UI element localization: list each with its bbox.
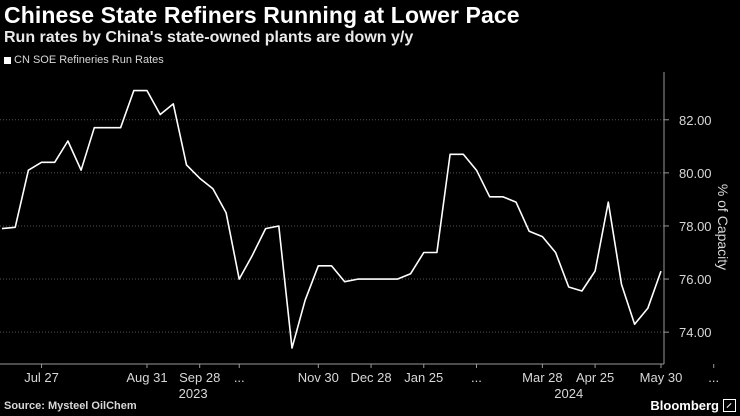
- legend: CN SOE Refineries Run Rates: [4, 54, 164, 66]
- x-tick-label: Nov 30: [298, 370, 339, 385]
- y-tick-label: 74.00: [679, 325, 712, 340]
- year-label: 2024: [554, 386, 583, 401]
- series-line-run-rates: [1, 89, 662, 349]
- y-axis: 74.00 76.00 78.00 80.00 82.00: [663, 72, 712, 364]
- x-tick-label: ...: [234, 370, 245, 385]
- series-group: [1, 89, 662, 349]
- x-tick-label: Jan 25: [404, 370, 443, 385]
- x-tick-label: Apr 25: [576, 370, 614, 385]
- year-label: 2023: [179, 386, 208, 401]
- x-tick-label: Dec 28: [350, 370, 391, 385]
- brand-logo: Bloomberg: [650, 398, 736, 413]
- bloomberg-icon: [723, 399, 736, 412]
- x-tick-label: Mar 28: [522, 370, 562, 385]
- x-tick-label: ...: [708, 370, 719, 385]
- x-tick-label: Sep 28: [179, 370, 220, 385]
- brand-name: Bloomberg: [650, 398, 719, 413]
- gridlines: [0, 119, 664, 333]
- y-tick-label: 78.00: [679, 219, 712, 234]
- legend-swatch: [4, 56, 11, 64]
- y-tick-label: 76.00: [679, 272, 712, 287]
- y-tick-label: 82.00: [679, 113, 712, 128]
- chart-subtitle: Run rates by China's state-owned plants …: [4, 29, 414, 46]
- x-tick-label: Aug 31: [126, 370, 167, 385]
- legend-label: CN SOE Refineries Run Rates: [14, 54, 164, 66]
- chart-title: Chinese State Refiners Running at Lower …: [4, 2, 520, 28]
- x-tick-label: ...: [471, 370, 482, 385]
- x-axis: Jul 27 Aug 31 Sep 28... Nov 30 Dec 28 Jan 25.…: [0, 363, 719, 401]
- x-tick-label: May 30: [640, 370, 683, 385]
- source-note: Source: Mysteel OilChem: [4, 400, 137, 412]
- x-tick-label: Jul 27: [24, 370, 59, 385]
- y-tick-label: 80.00: [679, 166, 712, 181]
- y-axis-label: % of Capacity: [715, 184, 731, 270]
